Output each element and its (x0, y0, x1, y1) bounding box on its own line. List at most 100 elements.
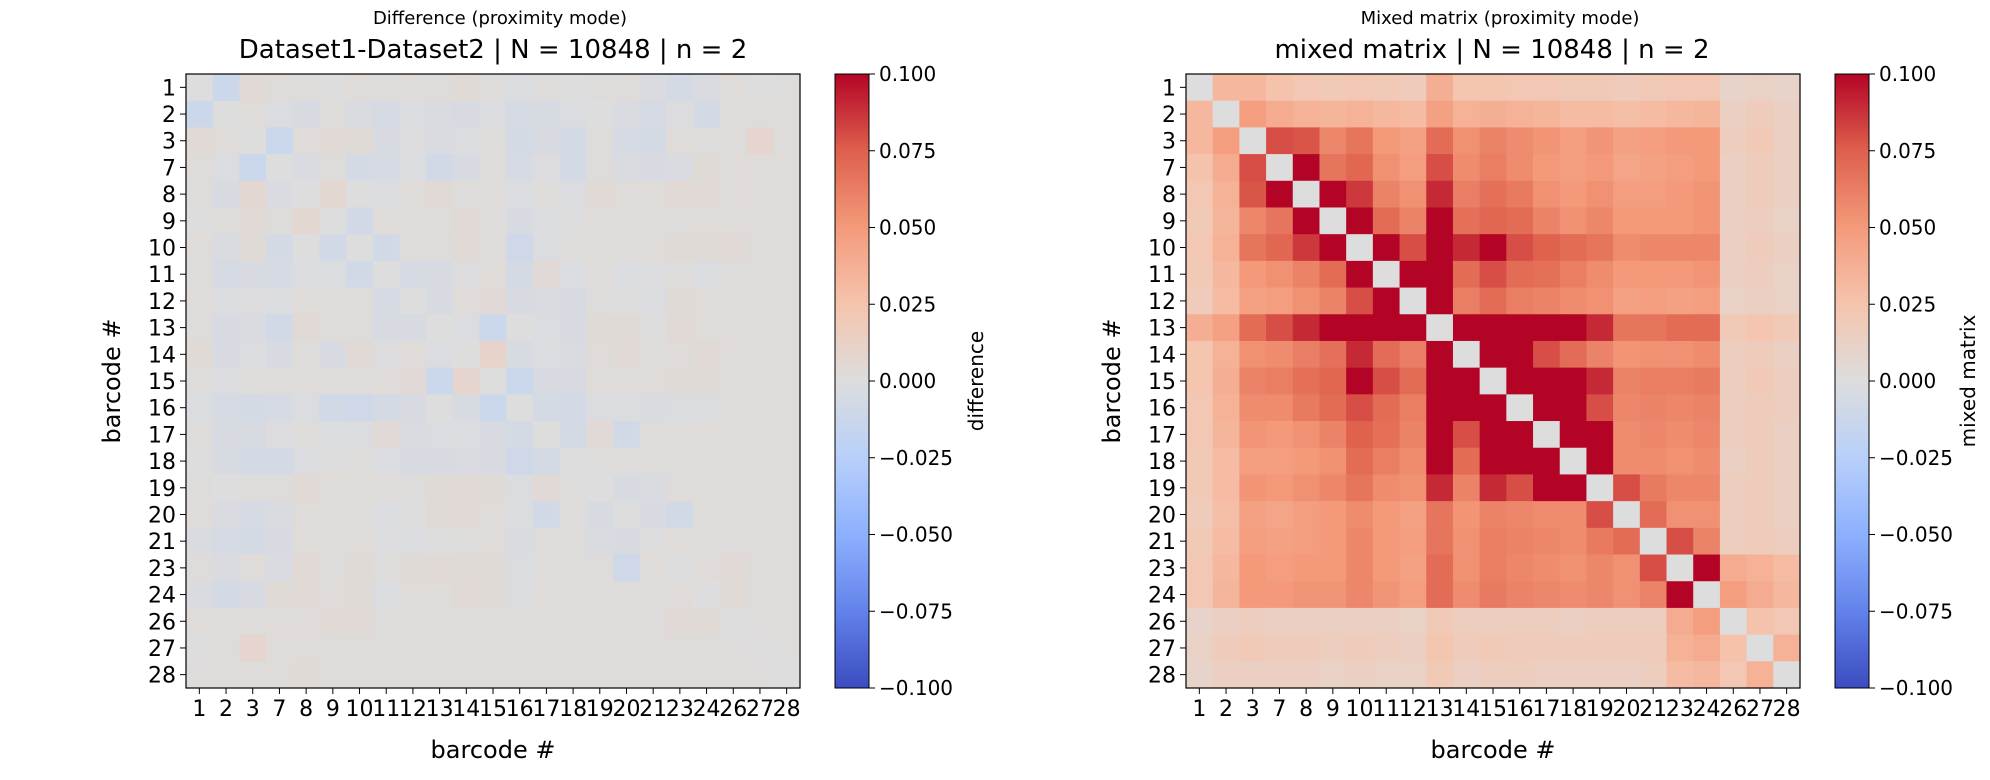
mixed-matrix-y-tick-label: 14 (1148, 343, 1176, 368)
mixed-matrix-cell (1372, 527, 1401, 556)
difference-cell (613, 287, 641, 315)
mixed-matrix-cell (1426, 207, 1454, 235)
difference-cell (399, 287, 427, 315)
difference-x-tick-label: 19 (586, 697, 614, 722)
difference-cell (292, 340, 321, 369)
difference-cell (746, 367, 774, 395)
difference-cell (239, 287, 267, 315)
mixed-matrix-cell (1346, 287, 1374, 315)
difference-cell (746, 74, 774, 102)
mixed-matrix-cell (1586, 581, 1614, 609)
difference-cell (506, 180, 534, 209)
difference-cell (586, 554, 614, 582)
mixed-matrix-cell (1372, 474, 1401, 502)
difference-cell (266, 421, 294, 449)
mixed-matrix-cell (1346, 154, 1374, 182)
mixed-matrix-cell (1666, 154, 1694, 182)
mixed-matrix-colorbar-tick-label: −0.075 (1879, 599, 1953, 623)
mixed-matrix-cell (1479, 474, 1507, 502)
difference-cell (613, 581, 641, 609)
mixed-matrix-y-tick-label: 9 (1162, 210, 1176, 235)
mixed-matrix-cell (1613, 100, 1641, 128)
difference-cell (266, 661, 294, 689)
difference-cell (399, 207, 427, 235)
difference-cell (319, 100, 347, 128)
difference-cell (773, 661, 801, 689)
difference-cell (586, 661, 614, 689)
mixed-matrix-cell (1292, 74, 1321, 102)
mixed-matrix-cell (1186, 607, 1214, 636)
mixed-matrix-colorbar-label: mixed matrix (1956, 314, 1980, 447)
difference-cell (319, 554, 347, 582)
mixed-matrix-cell (1266, 367, 1294, 395)
difference-cell (452, 127, 481, 155)
difference-cell (452, 607, 481, 636)
mixed-matrix-cell (1426, 367, 1454, 395)
difference-colorbar-tick-label: 0.000 (879, 369, 936, 393)
mixed-matrix-cell (1586, 260, 1614, 289)
difference-cell (239, 554, 267, 582)
difference-cell (533, 661, 561, 689)
difference-cell (746, 527, 774, 556)
difference-cell (746, 501, 774, 529)
difference-cell (212, 554, 240, 582)
difference-cell (693, 394, 721, 422)
mixed-matrix-cell (1292, 287, 1321, 315)
mixed-matrix-cell (1693, 501, 1721, 529)
mixed-matrix-cell (1399, 581, 1427, 609)
difference-cell (212, 447, 240, 476)
difference-cell (212, 260, 240, 289)
mixed-matrix-cell (1533, 607, 1561, 636)
mixed-matrix-cell (1693, 127, 1721, 155)
mixed-matrix-cell (1746, 447, 1774, 476)
difference-y-tick-label: 28 (148, 664, 176, 689)
mixed-matrix-cell (1693, 634, 1721, 662)
mixed-matrix-cell (1239, 447, 1267, 476)
mixed-matrix-cell (1666, 127, 1694, 155)
mixed-matrix-cell (1746, 634, 1774, 662)
mixed-matrix-cell (1506, 154, 1534, 182)
difference-cell (533, 180, 561, 209)
difference-cell (559, 607, 588, 636)
difference-cell (346, 127, 374, 155)
mixed-matrix-cell (1346, 340, 1374, 369)
mixed-matrix-cell (1586, 501, 1614, 529)
difference-y-tick-label: 10 (148, 237, 176, 262)
difference-cell (479, 234, 507, 262)
mixed-matrix-cell (1693, 527, 1721, 556)
difference-cell (239, 527, 267, 556)
mixed-matrix-cell (1346, 100, 1374, 128)
mixed-matrix-x-tick-label: 8 (1299, 697, 1313, 722)
difference-cell (266, 74, 294, 102)
difference-cell (559, 260, 588, 289)
mixed-matrix-cell (1186, 421, 1214, 449)
mixed-matrix-cell (1746, 100, 1774, 128)
mixed-matrix-cell (1346, 554, 1374, 582)
difference-cell (186, 394, 214, 422)
mixed-matrix-cell (1719, 474, 1748, 502)
difference-cell (746, 207, 774, 235)
difference-cell (399, 607, 427, 636)
mixed-matrix-cell (1319, 127, 1347, 155)
mixed-matrix-cell (1613, 501, 1641, 529)
difference-cell (426, 607, 454, 636)
difference-cell (639, 287, 668, 315)
difference-cell (212, 340, 240, 369)
mixed-matrix-cell (1186, 447, 1214, 476)
difference-cell (292, 127, 321, 155)
mixed-matrix-cell (1292, 581, 1321, 609)
difference-cell (346, 260, 374, 289)
difference-cell (586, 394, 614, 422)
difference-cell (506, 661, 534, 689)
mixed-matrix-cell (1346, 607, 1374, 636)
difference-x-tick-label: 28 (773, 697, 801, 722)
difference-cell (746, 394, 774, 422)
mixed-matrix-cell (1613, 260, 1641, 289)
difference-x-tick-label: 27 (746, 697, 774, 722)
difference-cell (479, 661, 507, 689)
mixed-matrix-cell (1452, 661, 1481, 689)
mixed-matrix-cell (1613, 287, 1641, 315)
difference-title: Dataset1-Dataset2 | N = 10848 | n = 2 (239, 35, 748, 65)
difference-cell (586, 154, 614, 182)
difference-x-tick-label: 20 (612, 697, 640, 722)
